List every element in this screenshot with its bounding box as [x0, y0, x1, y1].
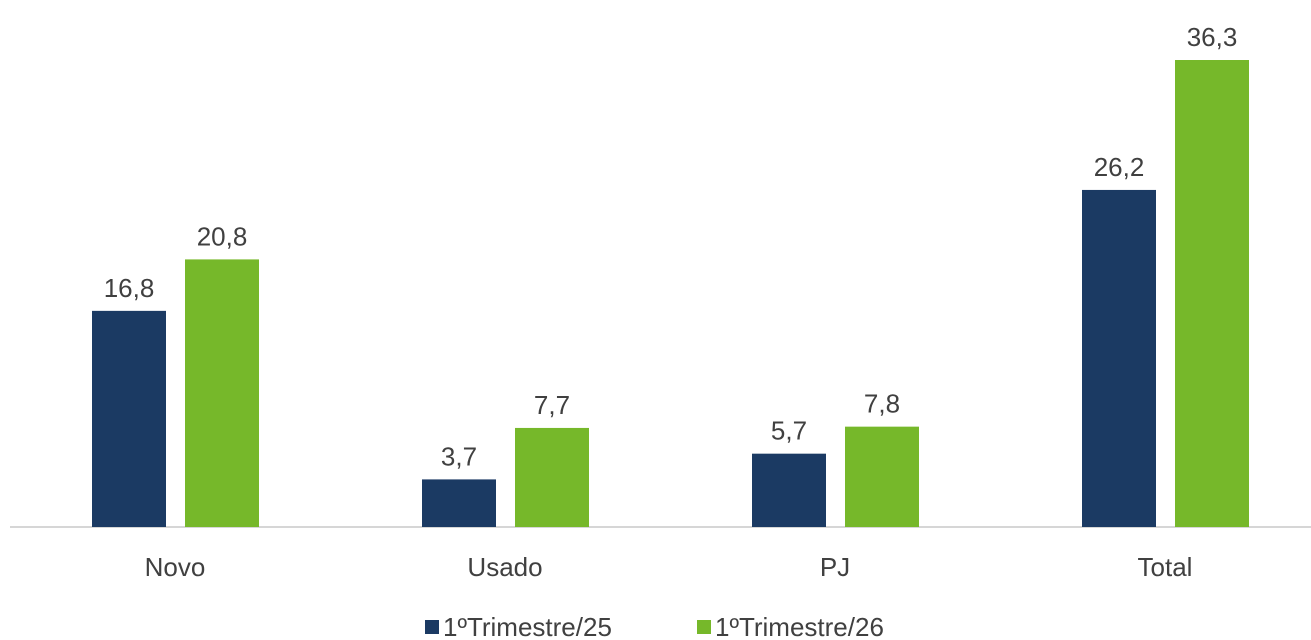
data-label: 7,7 — [534, 390, 570, 420]
x-tick-label: Total — [1138, 552, 1193, 582]
data-label: 20,8 — [197, 221, 248, 251]
legend-label: 1ºTrimestre/26 — [715, 612, 884, 640]
bar — [92, 310, 166, 527]
data-label: 16,8 — [104, 273, 155, 303]
bar — [422, 479, 496, 527]
legend-label: 1ºTrimestre/25 — [443, 612, 612, 640]
x-tick-label: Usado — [467, 552, 542, 582]
data-label: 3,7 — [441, 441, 477, 471]
x-tick-label: Novo — [145, 552, 206, 582]
bar — [185, 259, 259, 527]
data-label: 36,3 — [1187, 22, 1238, 52]
data-label: 5,7 — [771, 416, 807, 446]
bar — [1082, 189, 1156, 527]
x-tick-label: PJ — [820, 552, 850, 582]
legend-swatch — [425, 620, 439, 634]
bar — [845, 426, 919, 527]
bar — [515, 427, 589, 527]
legend-swatch — [697, 620, 711, 634]
data-label: 7,8 — [864, 389, 900, 419]
bar — [1175, 60, 1249, 527]
data-label: 26,2 — [1094, 152, 1145, 182]
bar — [752, 453, 826, 527]
